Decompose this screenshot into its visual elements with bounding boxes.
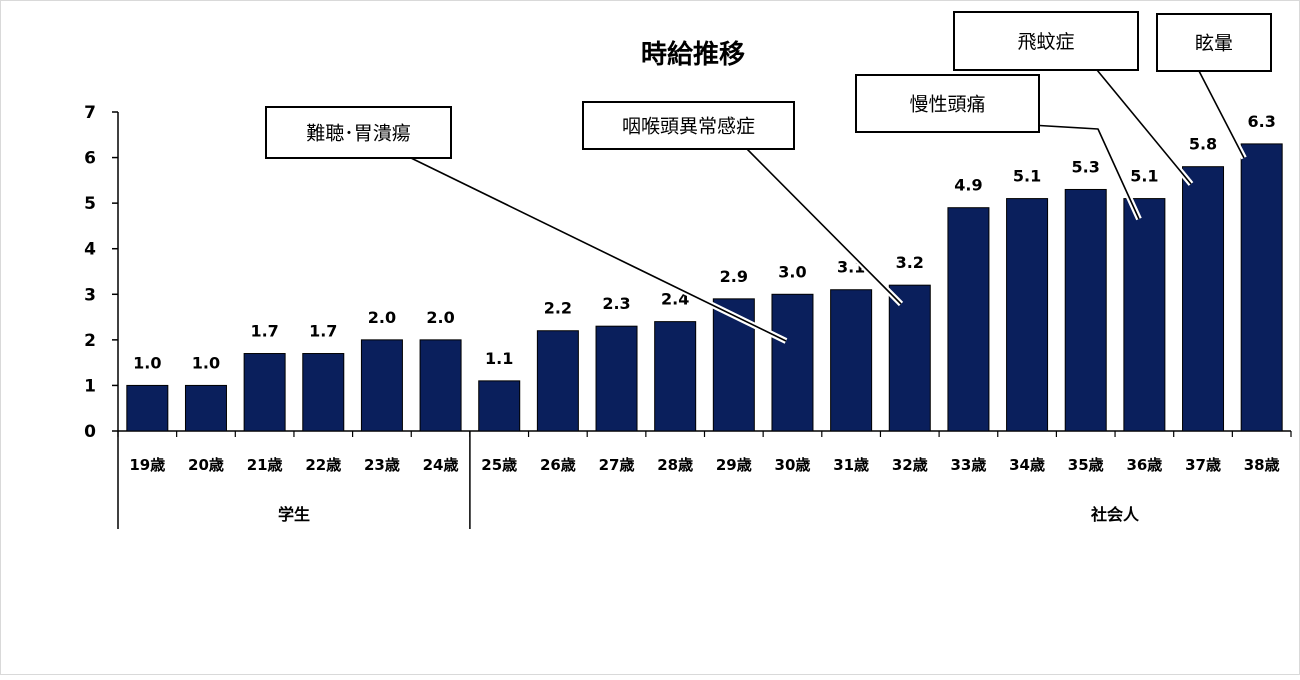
y-tick-label: 7 [84,103,96,123]
y-tick-label: 0 [84,422,96,442]
y-tick-label: 5 [84,194,96,214]
bar [419,339,462,432]
bar [126,384,169,432]
data-label: 1.0 [133,353,161,372]
x-category-label: 31歳 [833,456,869,474]
bar-layer: 1.0 1.01.7 1.72.0 2.01.12.2 2.3 2.42.9 3.0 3.1 3… [126,112,1283,432]
x-category-label: 36歳 [1126,456,1162,474]
callout-leader-line [1096,69,1192,185]
group-label: 学生 [278,505,310,524]
callout-text: 難聴･胃潰瘍 [306,123,411,145]
data-label: 5.8 [1189,135,1217,154]
y-tick-label: 6 [84,149,96,169]
x-category-label: 30歳 [775,456,811,474]
data-label: 1.1 [485,349,513,368]
bar [947,207,990,432]
x-category-label: 37歳 [1185,456,1221,474]
data-label: 4.9 [954,176,982,195]
x-category-label: 24歳 [423,456,459,474]
callout-box [265,106,452,159]
data-label: 2.0 [426,308,454,327]
bar [1123,198,1166,432]
x-category-label: 28歳 [657,456,693,474]
chart-title: 時給推移 [641,39,745,70]
x-category-label: 38歳 [1244,456,1280,474]
data-label: 3.0 [778,262,806,281]
bar [654,321,697,432]
data-label: 2.4 [661,290,689,309]
callout-text: 飛蚊症 [1017,31,1074,53]
y-tick-label: 3 [84,285,96,305]
callout-box [953,11,1139,71]
x-category-label: 35歳 [1068,456,1104,474]
x-category-label: 21歳 [247,456,283,474]
data-label: 1.0 [192,353,220,372]
group-label: 社会人 [1090,505,1140,524]
y-tick-label: 4 [84,240,96,260]
x-category-label: 23歳 [364,456,400,474]
x-category-label: 33歳 [950,456,986,474]
x-category-label: 26歳 [540,456,576,474]
bar [830,289,873,432]
callout-leader-line [746,148,902,305]
bar [771,293,814,432]
axis-layer: 0 1 2 3 4 5 6 7 19歳 20歳 21歳 22歳 23歳 24歳 25歳 26歳 27歳 28歳 29… [84,103,1292,529]
data-label: 5.3 [1072,157,1100,176]
bar [888,284,931,432]
bar [1064,188,1107,432]
callout-text: 慢性頭痛 [909,94,985,116]
x-category-label: 27歳 [599,456,635,474]
x-category-label: 34歳 [1009,456,1045,474]
bar [243,353,286,432]
x-category-label: 20歳 [188,456,224,474]
bar [478,380,521,432]
bar [1240,143,1283,432]
x-category-label: 19歳 [129,456,165,474]
data-label: 2.0 [368,308,396,327]
callout-box [855,74,1040,133]
data-label: 2.2 [544,299,572,318]
callout-leader-line [1030,124,1140,220]
x-category-label: 22歳 [305,456,341,474]
data-label: 6.3 [1248,112,1276,131]
x-category-label: 32歳 [892,456,928,474]
x-category-label: 25歳 [481,456,517,474]
x-category-label: 29歳 [716,456,752,474]
callout-box [582,101,795,150]
bar [360,339,403,432]
callout-text: 眩暈 [1195,33,1233,55]
callout-leader-line [410,157,787,342]
data-label: 1.7 [309,322,337,341]
bar [595,325,638,432]
y-tick-label: 2 [84,331,96,351]
callout-text: 咽喉頭異常感症 [622,116,755,138]
bar [536,330,579,432]
data-label: 5.1 [1013,167,1041,186]
callout-layer: 難聴･胃潰瘍 咽喉頭異常感症 慢性頭痛 飛蚊症 眩暈 [265,11,1272,344]
callout-leader-line [1198,70,1245,159]
data-label: 1.7 [250,322,278,341]
bar [302,353,345,432]
y-tick-label: 1 [84,376,96,396]
data-label: 5.1 [1130,167,1158,186]
callout-box [1156,13,1272,72]
data-label: 3.2 [896,253,924,272]
bar [184,384,227,432]
data-label: 2.9 [720,267,748,286]
bar [1182,166,1225,432]
bar [1006,198,1049,432]
data-label: 2.3 [602,294,630,313]
